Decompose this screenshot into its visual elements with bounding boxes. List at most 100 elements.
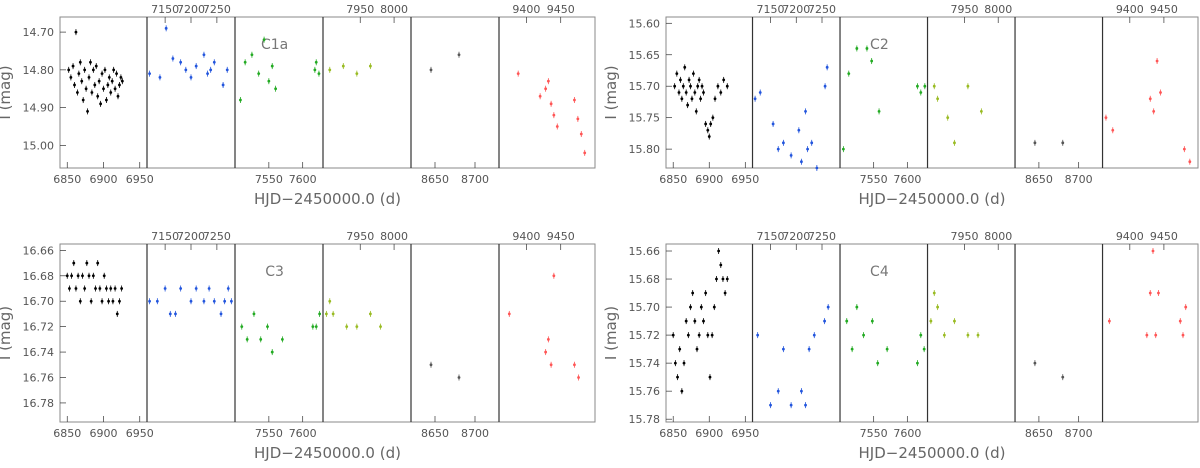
x-tick-label-bottom: 7600 <box>893 427 921 440</box>
x-tick-label-bottom: 8700 <box>1065 173 1093 186</box>
x-tick-label-bottom: 6900 <box>90 427 118 440</box>
data-point <box>1111 128 1115 132</box>
data-point <box>1181 333 1185 337</box>
data-point <box>723 291 727 295</box>
data-point <box>1159 91 1162 94</box>
data-point <box>756 333 760 337</box>
data-point <box>687 78 691 82</box>
data-point <box>94 64 98 68</box>
data-point <box>99 102 102 106</box>
data-point <box>583 151 587 155</box>
data-point <box>120 287 124 290</box>
data-point <box>704 291 708 295</box>
data-point <box>1152 109 1156 113</box>
data-point <box>675 72 679 76</box>
x-tick-label-top: 7250 <box>203 3 231 16</box>
panel-c2: 15.60 15.65 15.70 15.75 15.80 I (mag) 6850 6900… <box>602 3 1199 208</box>
data-point <box>691 291 695 295</box>
data-point <box>1188 160 1192 164</box>
data-point <box>74 30 78 34</box>
data-point <box>673 84 677 88</box>
data-point <box>229 299 233 303</box>
x-tick-label-bottom: 6850 <box>659 173 687 186</box>
x-tick-label-bottom: 6900 <box>695 427 723 440</box>
data-point <box>776 147 780 151</box>
data-point <box>89 299 93 303</box>
data-point <box>689 84 692 88</box>
data-point <box>697 333 701 337</box>
data-point <box>78 299 82 303</box>
panel-c1a: 14.70 14.80 14.90 15.00 I (mag) 6850 6900 6950 7… <box>0 3 596 208</box>
y-tick-label: 15.60 <box>629 17 661 30</box>
x-tick-label-bottom: 7550 <box>255 173 283 186</box>
data-point <box>929 319 933 323</box>
x-tick-label-bottom: 7600 <box>289 427 317 440</box>
data-point <box>105 287 108 290</box>
data-point <box>1155 59 1159 63</box>
data-point <box>78 60 82 64</box>
data-point <box>544 87 548 91</box>
data-point <box>270 350 274 354</box>
y-tick-label: 15.80 <box>629 143 661 156</box>
data-point <box>250 53 254 57</box>
panel-label: C3 <box>265 264 284 280</box>
data-point <box>1148 97 1152 101</box>
data-point <box>923 84 927 88</box>
data-point <box>113 287 117 290</box>
x-tick-label-top: 7950 <box>346 3 374 16</box>
data-point <box>457 53 461 57</box>
x-tick-label-top: 8000 <box>380 230 408 243</box>
data-point <box>684 91 688 94</box>
y-tick-label: 14.90 <box>23 102 55 115</box>
data-point <box>107 299 110 303</box>
x-tick-label-bottom: 6950 <box>126 173 154 186</box>
data-point <box>693 319 697 323</box>
data-point <box>91 68 95 72</box>
x-tick-label-bottom: 8650 <box>1025 173 1053 186</box>
data-point <box>100 72 104 76</box>
data-point <box>103 68 107 72</box>
x-tick-label-bottom: 8700 <box>461 427 489 440</box>
data-point <box>697 78 701 82</box>
data-point <box>544 350 548 354</box>
data-point <box>189 76 193 79</box>
data-point <box>1148 291 1152 295</box>
y-tick-label: 15.76 <box>629 385 661 398</box>
data-point <box>115 72 118 76</box>
data-point <box>682 361 686 365</box>
x-tick-label-bottom: 6950 <box>126 427 154 440</box>
x-tick-label-bottom: 7600 <box>289 173 317 186</box>
data-point <box>355 325 359 329</box>
data-point <box>168 312 172 316</box>
data-point <box>225 68 229 72</box>
y-axis-label: I (mag) <box>0 65 14 119</box>
data-point <box>77 72 81 76</box>
data-point <box>206 72 209 76</box>
data-point <box>717 249 721 253</box>
x-tick-label-top: 7150 <box>151 3 179 16</box>
data-point <box>379 325 382 329</box>
data-point <box>240 325 244 329</box>
x-tick-label-top: 8000 <box>984 3 1012 16</box>
data-point <box>922 347 926 351</box>
data-point <box>102 87 105 91</box>
data-point <box>81 98 85 102</box>
data-point <box>678 347 682 351</box>
data-point <box>555 125 559 128</box>
data-point <box>797 128 801 132</box>
data-point <box>118 299 121 303</box>
data-point <box>314 325 318 329</box>
data-point <box>579 132 583 136</box>
x-tick-label-top: 9400 <box>1116 3 1144 16</box>
x-tick-label-top: 7250 <box>808 230 836 243</box>
x-axis-label: HJD−2450000.0 (d) <box>859 444 1006 462</box>
data-point <box>673 361 677 365</box>
data-point <box>96 94 100 98</box>
y-tick-label: 15.74 <box>629 357 661 370</box>
data-point <box>100 299 104 303</box>
data-point <box>76 91 79 94</box>
data-point <box>776 389 780 393</box>
data-point <box>1184 305 1188 309</box>
data-point <box>855 47 859 50</box>
panel-label: C4 <box>870 264 889 280</box>
